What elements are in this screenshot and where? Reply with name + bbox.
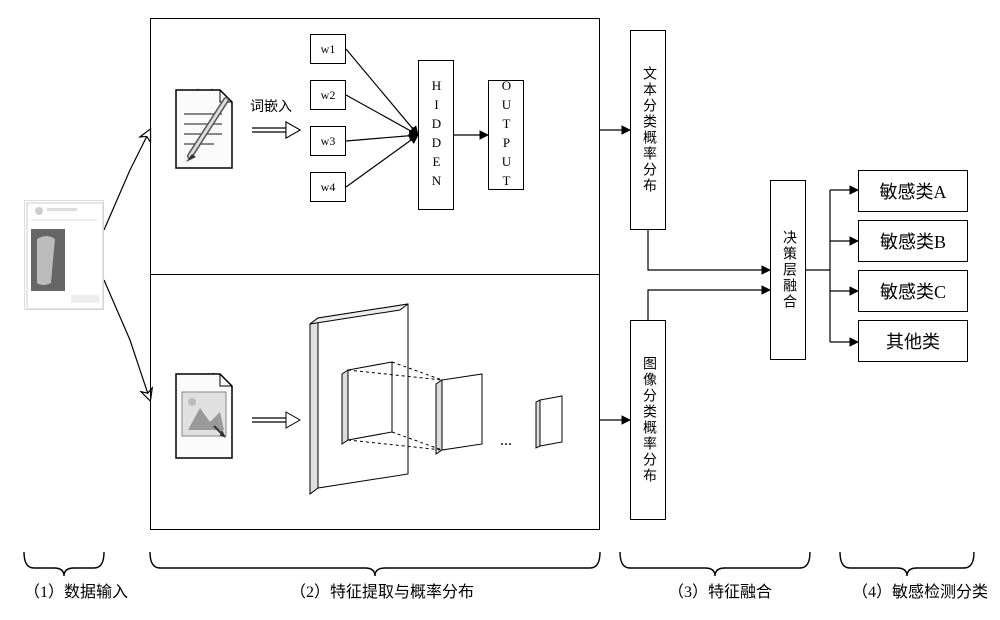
w2-box: w2: [310, 80, 346, 110]
fusion-box: 决策层融合: [770, 180, 806, 360]
class-other: 其他类: [858, 320, 968, 362]
feature-panel-divider: [150, 274, 600, 275]
class-c: 敏感类C: [858, 270, 968, 312]
w4-box: w4: [310, 172, 346, 202]
hidden-box: HIDDEN: [418, 60, 454, 210]
doc-text-art: [170, 86, 240, 176]
cnn-ellipsis: ...: [500, 432, 512, 450]
w3-box: w3: [310, 126, 346, 156]
class-c-text: 敏感类C: [880, 278, 946, 304]
class-a-text: 敏感类A: [880, 178, 947, 204]
hidden-text: HIDDEN: [428, 78, 444, 192]
image-dist-text: 图像分类概率分布: [638, 356, 658, 484]
doc-text: 文本: [170, 86, 240, 106]
w1-box: w1: [310, 34, 346, 64]
word-embed-label: 词嵌入: [250, 96, 292, 116]
class-b: 敏感类B: [858, 220, 968, 262]
w1-text: w1: [321, 42, 336, 57]
w4-text: w4: [321, 180, 336, 195]
stage2-label: （2）特征提取与概率分布: [290, 578, 474, 602]
diagram-root: 文本 词嵌入 w1 w2 w3 w4 HIDDEN OUTPUT 图片: [0, 0, 1000, 620]
stage1-label: （1）数据输入: [24, 578, 128, 602]
stage4-label: （4）敏感检测分类: [852, 578, 988, 602]
output-text: OUTPUT: [498, 78, 514, 192]
fusion-text: 决策层融合: [778, 230, 798, 310]
doc-image-art: [170, 370, 240, 466]
input-sample: [24, 200, 104, 310]
doc-image: 图片: [170, 370, 240, 390]
class-a: 敏感类A: [858, 170, 968, 212]
text-dist-text: 文本分类概率分布: [638, 66, 658, 194]
input-thumb-art: [25, 201, 105, 311]
class-b-text: 敏感类B: [880, 228, 946, 254]
stage3-label: （3）特征融合: [668, 578, 772, 602]
text-dist-box: 文本分类概率分布: [630, 30, 666, 230]
w2-text: w2: [321, 88, 336, 103]
w3-text: w3: [321, 134, 336, 149]
class-other-text: 其他类: [886, 328, 940, 354]
output-box: OUTPUT: [488, 80, 524, 190]
image-dist-box: 图像分类概率分布: [630, 320, 666, 520]
